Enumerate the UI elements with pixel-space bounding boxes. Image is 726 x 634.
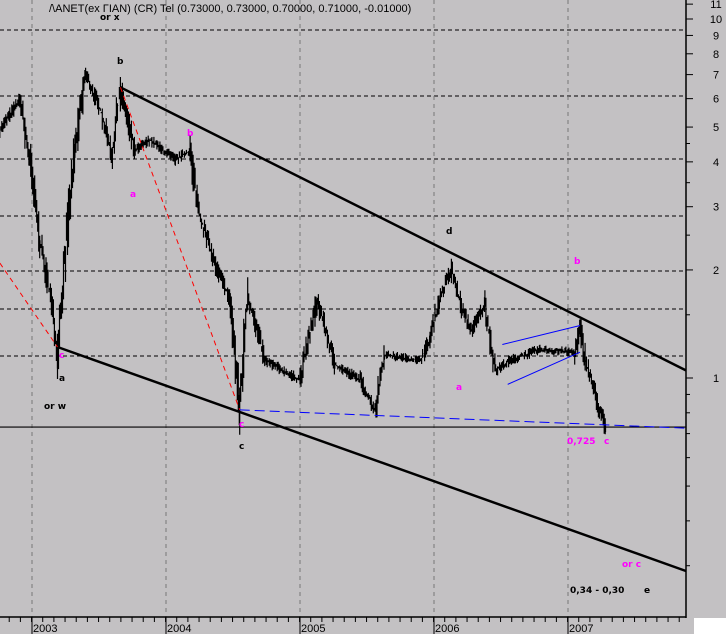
trendline [502, 325, 581, 345]
trendline [119, 86, 687, 372]
y-tick-label: 3 [713, 202, 719, 214]
corner [694, 618, 726, 634]
y-tick-label: 1 [713, 373, 719, 385]
annotation-price-0725: 0,725 [567, 437, 596, 447]
trendline [119, 87, 241, 411]
annotation-d: d [446, 227, 453, 237]
annotation-c: c [239, 420, 245, 430]
x-tick-label: 2004 [167, 623, 191, 634]
annotation-c: c [59, 351, 65, 361]
annotation-a: a [130, 190, 137, 200]
y-tick-label: 6 [713, 94, 719, 106]
annotation-a: a [59, 374, 66, 384]
price-series [0, 67, 607, 435]
annotation-a: a [456, 383, 463, 393]
y-tick-label: 2 [713, 265, 719, 277]
annotation-b: b [117, 57, 124, 67]
y-tick-label: 7 [713, 70, 719, 82]
annotation-target-range: 0,34 - 0,30 [570, 586, 625, 596]
trendline [0, 262, 58, 348]
annotation-or-c: or c [622, 560, 642, 570]
annotation-b: b [187, 129, 194, 139]
y-tick-label: 8 [713, 49, 719, 61]
annotation-c: c [604, 437, 610, 447]
x-tick-label: 2007 [569, 623, 593, 634]
y-tick-label: 4 [713, 157, 719, 169]
annotation-c: c [239, 442, 245, 452]
x-tick-label: 2003 [33, 623, 57, 634]
y-tick-label: 10 [710, 14, 722, 26]
x-tick-label: 2005 [301, 623, 325, 634]
chart-title: /\ANET(ex ΓΙΑΝ) (CR) Tel (0.73000, 0.730… [49, 3, 412, 15]
trendline [57, 345, 687, 573]
y-tick-label: 9 [713, 30, 719, 42]
y-tick-label: 11 [710, 0, 721, 11]
annotation-b: b [574, 257, 581, 267]
trendline [239, 409, 686, 429]
x-tick-label: 2006 [435, 623, 459, 634]
trendline [507, 351, 581, 385]
annotation-or-x: or x [100, 13, 120, 23]
y-tick-label: 5 [713, 122, 719, 134]
annotation-or-w: or w [44, 402, 67, 412]
annotation-e: e [644, 586, 651, 596]
